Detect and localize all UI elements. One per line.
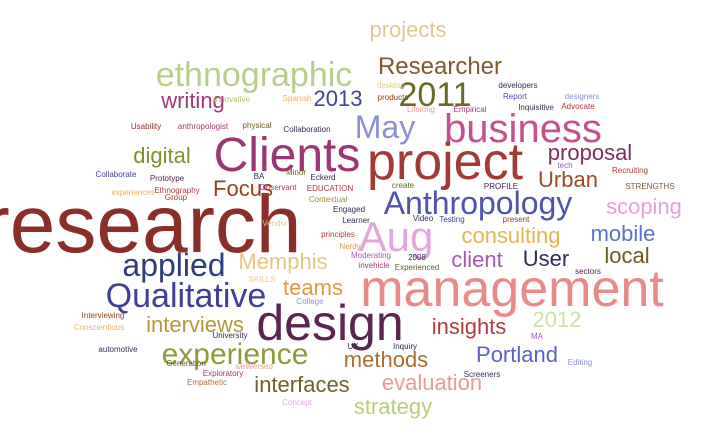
word-interviewing: Interviewing <box>81 311 125 320</box>
word-projects: projects <box>369 17 447 42</box>
word-screeners: Screeners <box>463 370 501 379</box>
word-business: business <box>444 107 602 151</box>
word-inquiry: Inquiry <box>392 342 418 351</box>
word-empathetic: Empathetic <box>186 378 228 387</box>
word-writing: writing <box>161 88 225 113</box>
word-moderating: Moderating <box>350 251 392 260</box>
word-generation: Generation <box>166 359 206 368</box>
word-applied: applied <box>122 247 226 283</box>
word-engaged: Engaged <box>332 205 366 214</box>
word-experience: experience <box>161 338 309 371</box>
word-clients: Clients <box>213 129 361 182</box>
word-focus: Focus <box>213 176 273 201</box>
word-project: project <box>366 133 524 191</box>
word-qualitative: Qualitative <box>105 277 267 315</box>
word-present: present <box>502 215 530 224</box>
word-experienced: Experienced <box>394 263 440 272</box>
word-management: management <box>360 260 664 318</box>
word-products: products <box>377 93 409 102</box>
word-ethnographic: ethnographic <box>155 56 353 94</box>
word-proposal: proposal <box>547 140 633 165</box>
word-digital: digital <box>133 143 191 168</box>
word-inquisitive: Inquisitive <box>518 103 554 112</box>
word-wellversed: wellversed <box>235 362 273 371</box>
word-evaluation: evaluation <box>381 370 483 395</box>
word-methods: methods <box>343 347 429 372</box>
word-collaborate: Collaborate <box>95 170 137 179</box>
word-ethnography: Ethnography <box>154 186 200 195</box>
word-mobile: mobile <box>590 221 656 246</box>
word-report: Report <box>502 92 528 101</box>
word-researcher: Researcher <box>377 53 503 80</box>
word-collaboration: Collaboration <box>283 125 331 134</box>
word-sectors: sectors <box>575 267 601 276</box>
word-design: design <box>256 295 404 351</box>
word-strengths: STRENGTHS <box>625 182 675 191</box>
word-user: User <box>522 246 570 271</box>
word-client: client <box>451 247 503 272</box>
word-scoping: scoping <box>606 194 682 219</box>
word-concept: Concept <box>282 398 312 407</box>
word-usability: Usability <box>130 122 162 131</box>
word-insights: insights <box>431 314 507 339</box>
word-portland: Portland <box>476 342 558 367</box>
word-profile: PROFILE <box>483 182 519 191</box>
word-local: local <box>604 243 650 268</box>
word-spanish: Spanish <box>282 94 312 103</box>
word-may: May <box>354 109 416 145</box>
word-lifelong: Lifelong <box>406 105 436 114</box>
word-ba: BA <box>253 172 265 181</box>
word-nerdy: Nerdy <box>339 242 361 251</box>
word-interviews: interviews <box>146 312 244 337</box>
word-memphis: Memphis <box>238 249 328 274</box>
word-empirical: Empirical <box>453 105 487 114</box>
word-physical: physical <box>242 121 272 130</box>
word-advocate: Advocate <box>561 102 595 111</box>
word-exploratory: Exploratory <box>202 369 244 378</box>
word-2011: 2011 <box>398 76 472 114</box>
word-desktop: desktop <box>376 81 406 90</box>
word-designers: designers <box>564 92 600 101</box>
word-minor: Minor <box>285 168 307 177</box>
word-university: University <box>212 331 248 340</box>
word-2013: 2013 <box>313 86 363 111</box>
word-consulting: consulting <box>461 223 561 248</box>
word-group: Group <box>164 193 188 202</box>
word-editing: Editing <box>567 358 593 367</box>
word-invehicle: invehicle <box>358 261 390 270</box>
word-education: EDUCATION <box>306 184 354 193</box>
word-teams: teams <box>283 275 343 300</box>
word-testing: Testing <box>439 215 465 224</box>
word-anthropologist: anthropologist <box>177 122 229 131</box>
word-urban: Urban <box>538 167 598 192</box>
word-innovative: innovative <box>213 95 251 104</box>
word-research: research <box>0 179 302 270</box>
word-ma: MA <box>531 332 543 341</box>
word-learner: Learner <box>342 216 370 225</box>
word-interfaces: interfaces <box>254 372 350 397</box>
word-2012: 2012 <box>532 307 582 332</box>
word-experiences: experiences <box>111 188 155 197</box>
word-recruiting: Recruiting <box>611 166 649 175</box>
word-vendor: Vendor <box>262 219 288 228</box>
word-tech: tech <box>557 161 573 170</box>
word-conscientious: Conscientious <box>73 323 125 332</box>
word-create: create <box>391 181 415 190</box>
word-principles: principles <box>321 230 355 239</box>
word-2008: 2008 <box>408 253 426 262</box>
word-video: Video <box>412 214 434 223</box>
word-developers: developers <box>498 81 538 90</box>
word-automotive: automotive <box>98 345 138 354</box>
word-prototype: Prototype <box>149 174 185 183</box>
word-contextual: Contextual <box>308 195 348 204</box>
word-anthropology: Anthropology <box>383 185 573 221</box>
word-observant: Observant <box>259 183 297 192</box>
word-ux: UX <box>347 342 359 351</box>
word-eckerd: Eckerd <box>310 173 336 182</box>
word-aug: Aug <box>358 213 434 260</box>
word-strategy: strategy <box>353 394 433 419</box>
word-skills: SKILLS <box>248 275 276 284</box>
word-college: College <box>296 297 324 306</box>
